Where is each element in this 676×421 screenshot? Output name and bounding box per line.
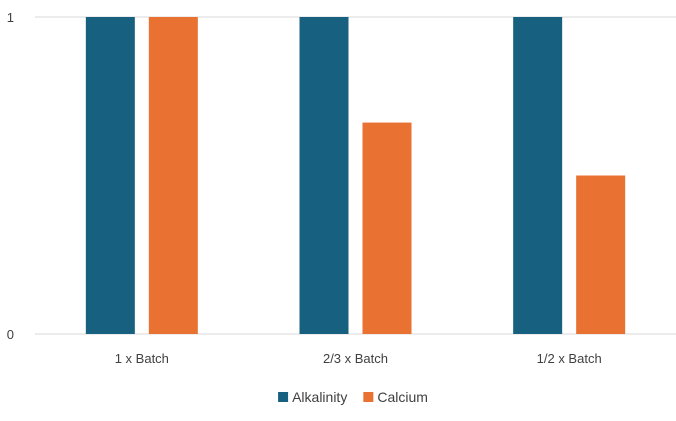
bar-calcium-2 <box>576 175 626 334</box>
y-tick-label: 1 <box>7 10 14 25</box>
axes: 0 1 1 x Batch 2/3 x Batch 1/2 x Batch <box>7 10 602 366</box>
y-tick-label: 0 <box>7 327 14 342</box>
bar-alkalinity-0 <box>85 17 135 334</box>
legend-swatch-alkalinity <box>278 392 289 402</box>
legend-label-alkalinity: Alkalinity <box>292 389 347 405</box>
bars <box>85 17 626 334</box>
x-tick-label: 1/2 x Batch <box>537 351 602 366</box>
bar-alkalinity-1 <box>299 17 349 334</box>
legend-swatch-calcium <box>363 392 374 402</box>
gridlines <box>35 16 676 335</box>
bar-calcium-0 <box>148 17 198 334</box>
legend: Alkalinity Calcium <box>278 389 428 405</box>
x-tick-label: 1 x Batch <box>115 351 169 366</box>
legend-label-calcium: Calcium <box>377 389 428 405</box>
bar-calcium-1 <box>362 122 412 334</box>
x-tick-label: 2/3 x Batch <box>323 351 388 366</box>
bar-alkalinity-2 <box>513 17 563 334</box>
